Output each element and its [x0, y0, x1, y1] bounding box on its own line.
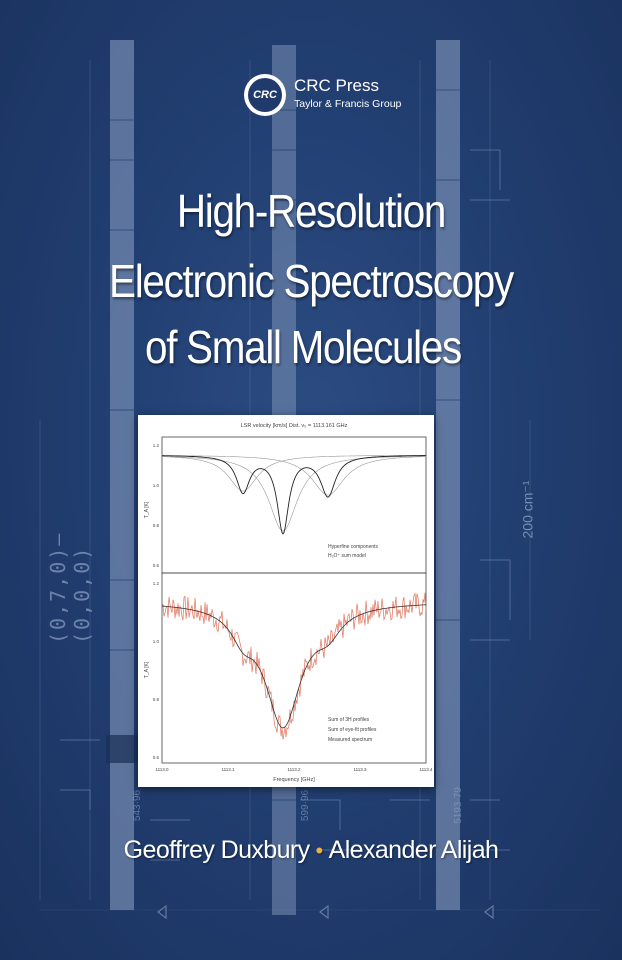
title-line-2: Electronic Spectroscopy — [109, 255, 514, 307]
top-y-tick-label: 1.0 — [153, 483, 160, 488]
author-2: Alexander Alijah — [328, 836, 499, 864]
publisher-group: Taylor & Francis Group — [294, 98, 402, 110]
legend-hyperfine: Hyperfine components — [328, 544, 379, 550]
top-y-tick-label: 0.8 — [153, 523, 160, 528]
legend-sum-model: H₂O⁺ sum model — [328, 553, 366, 559]
legend-measured: Measured spectrum — [328, 737, 372, 743]
x-tick-label: 1113.1 — [221, 767, 235, 772]
spectrum-plot: LSR velocity [km/s] Dist. v₀ = 1113.161 … — [144, 423, 433, 783]
crc-logo-icon: CRC — [244, 74, 286, 116]
x-tick-label: 1113.4 — [419, 767, 433, 772]
line-number-3: 5193·79 — [452, 787, 464, 824]
x-tick-label: 1113.2 — [287, 767, 301, 772]
bottom-y-tick-label: 1.0 — [153, 639, 160, 644]
publisher-logo-block: CRC CRC Press Taylor & Francis Group — [244, 70, 424, 120]
x-axis-label: Frequency [GHz] — [273, 777, 315, 783]
bottom-y-tick-label: 0.8 — [153, 697, 160, 702]
bottom-y-tick-label: 1.2 — [153, 581, 160, 586]
bottom-y-tick-label: 0.6 — [153, 755, 160, 760]
title-line-1: High-Resolution — [176, 185, 447, 237]
fit-profile-curve — [162, 604, 426, 729]
author-1: Geoffrey Duxbury — [123, 836, 310, 864]
spectrum-figure: LSR velocity [km/s] Dist. v₀ = 1113.161 … — [138, 415, 434, 787]
scale-label: 200 cm⁻¹ — [519, 480, 536, 539]
y-axis-label-bottom: T_A [K] — [144, 661, 150, 678]
authors: Geoffrey Duxbury • Alexander Alijah — [0, 836, 622, 865]
line-number-1: 543·96 — [132, 789, 144, 822]
top-y-tick-label: 1.2 — [153, 443, 160, 448]
bottom-panel-frame — [161, 572, 427, 764]
hyperfine-curve-1 — [161, 455, 426, 492]
author-separator: • — [315, 838, 324, 863]
measured-spectrum-curve — [161, 592, 427, 740]
sum-model-curve — [162, 455, 426, 535]
hyperfine-curve-2 — [162, 455, 426, 532]
line-number-2: 599·96 — [300, 789, 312, 822]
legend-sum-3h: Sum of 3H profiles — [328, 717, 370, 723]
crc-logo-text: CRC — [248, 78, 282, 112]
legend-eye-fit: Sum of eye-fit profiles — [328, 727, 377, 733]
title-line-3: of Small Molecules — [145, 321, 462, 373]
x-tick-label: 1113.0 — [155, 767, 169, 772]
publisher-name: CRC Press — [294, 76, 380, 95]
y-axis-label-top: T_A [K] — [144, 501, 150, 518]
top-y-tick-label: 0.6 — [153, 563, 160, 568]
top-axis-label: LSR velocity [km/s] Dist. v₀ = 1113.161 … — [241, 423, 348, 429]
x-tick-label: 1113.3 — [353, 767, 367, 772]
hyperfine-curve-3 — [162, 455, 426, 496]
band-label: (0,7,0)–(0,0,0) — [46, 531, 94, 644]
